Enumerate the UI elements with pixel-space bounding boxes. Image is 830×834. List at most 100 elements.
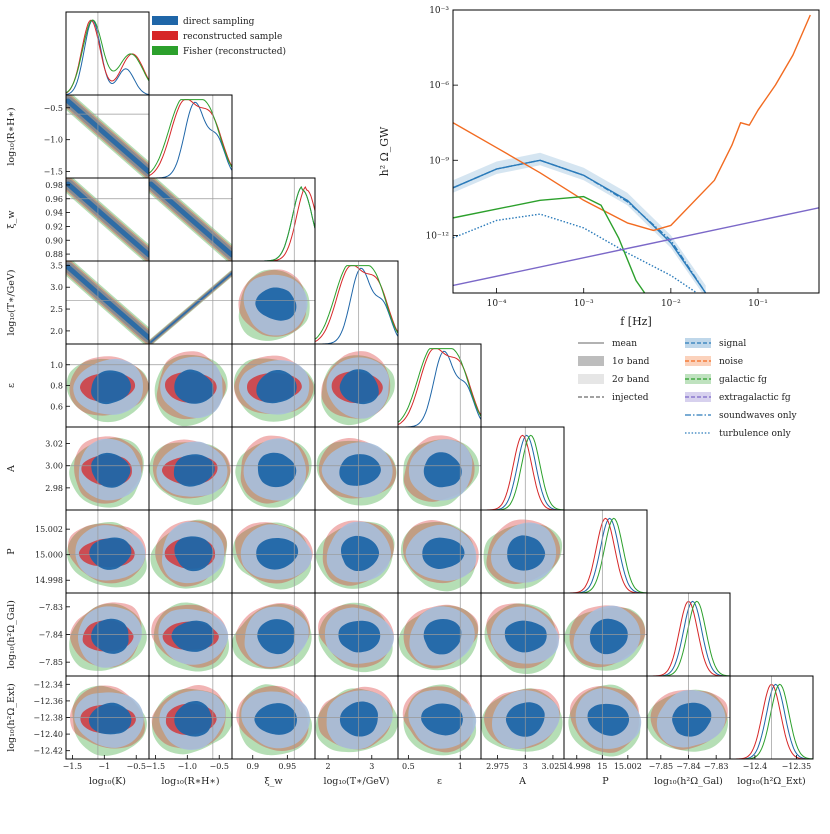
marginal-curve: [232, 185, 315, 261]
contour-1sigma-direct: [174, 700, 212, 737]
ytick-label: −12.42: [33, 747, 63, 756]
panel-logT-vs-logT: [314, 260, 399, 345]
legend-label: mean: [612, 339, 637, 349]
contour-1sigma-direct: [89, 537, 132, 570]
xtick-label: −0.5: [127, 762, 146, 771]
marginal-curve: [481, 434, 564, 510]
ytick-label: −0.5: [44, 104, 63, 113]
contour-1sigma-direct: [340, 535, 380, 572]
panel-P-vs-logK: [65, 509, 150, 594]
ytick-label: −12.40: [33, 730, 63, 739]
y-axis-label: log₁₀(h²Ω_Ext): [6, 683, 17, 752]
ytick-label: 0.8: [50, 382, 63, 391]
spectrum-xtick-label: 10⁻¹: [748, 299, 768, 309]
contour-1sigma-direct: [174, 369, 214, 404]
posterior-band: [66, 181, 149, 258]
contour-1sigma-direct: [339, 454, 381, 486]
ytick-label: 0.90: [45, 236, 63, 245]
xtick-label: 2.975: [486, 762, 509, 771]
panel-logGal-vs-A: [480, 592, 565, 677]
marginal-curve: [315, 267, 398, 344]
x-axis-label: A: [518, 776, 526, 787]
legend-label: turbulence only: [719, 429, 792, 439]
xtick-label: −7.83: [704, 762, 729, 771]
marginal-curve: [564, 517, 647, 593]
marginal-curve: [481, 434, 564, 510]
ytick-label: 3.0: [50, 283, 63, 292]
panel-logExt-vs-logK: [65, 675, 150, 760]
ytick-label: −12.38: [33, 714, 63, 723]
ytick-label: 0.94: [45, 209, 63, 218]
contour-1sigma-direct: [587, 703, 630, 736]
ytick-label: −1.5: [44, 168, 63, 177]
signal-band: [453, 152, 706, 293]
series-soundwaves-only: [453, 159, 707, 293]
contour-1sigma-direct: [257, 619, 295, 655]
marginal-curve: [398, 348, 481, 426]
ytick-label: 2.5: [50, 305, 63, 314]
panel-A-vs-eps: [397, 426, 482, 511]
spectrum-ytick-label: 10⁻⁹: [429, 156, 449, 166]
spectrum-xtick-label: 10⁻³: [574, 299, 594, 309]
legend-label: 1σ band: [612, 357, 650, 367]
posterior-band: [66, 98, 149, 175]
y-axis-label: ε: [6, 383, 17, 388]
panel-xi_w-vs-xi_w: [231, 177, 316, 262]
marginal-curve: [149, 101, 232, 178]
panel-eps-vs-logRH: [148, 343, 233, 428]
legend-label: direct sampling: [183, 17, 255, 27]
y-axis-label: P: [6, 548, 17, 555]
ytick-label: 3.00: [45, 462, 63, 471]
series-turbulence-only: [453, 213, 698, 293]
series-galactic-fg: [453, 195, 646, 293]
ytick-label: 15.002: [35, 525, 63, 534]
contour-1sigma-direct: [171, 620, 214, 652]
spectrum-ytick-label: 10⁻⁶: [429, 81, 449, 91]
x-axis-label: log₁₀(h²Ω_Gal): [654, 776, 723, 787]
contour-1sigma-direct: [255, 287, 297, 321]
panel-xi_w-vs-logRH: [148, 177, 233, 262]
legend-label: galactic fg: [719, 375, 767, 385]
spectrum-frame: [452, 9, 820, 294]
panel-frame: [729, 675, 814, 760]
marginal-curve: [398, 350, 481, 427]
legend-swatch: [152, 31, 178, 40]
panel-logK-vs-logK: [65, 11, 150, 96]
spectrum-xlabel: f [Hz]: [620, 315, 652, 328]
panel-logGal-vs-logRH: [148, 592, 233, 677]
panel-eps-vs-logK: [65, 343, 150, 428]
contour-1sigma-direct: [423, 452, 462, 488]
marginal-curve: [66, 19, 149, 94]
corner-plot: −1.5−1.0−0.5log₁₀(R∗H∗)0.880.900.920.940…: [6, 11, 814, 787]
panel-logExt-vs-P: [563, 675, 648, 760]
panel-logExt-vs-logT: [314, 675, 399, 760]
panel-A-vs-A: [480, 426, 565, 511]
panel-logGal-vs-eps: [397, 592, 482, 677]
panel-logExt-vs-logRH: [148, 675, 233, 760]
x-axis-label: log₁₀(R∗H∗): [161, 776, 219, 787]
xtick-label: 3: [523, 762, 528, 771]
ytick-label: 14.998: [35, 576, 63, 585]
panel-P-vs-eps: [397, 509, 482, 594]
xtick-label: −1.5: [63, 762, 82, 771]
y-axis-label: log₁₀(R∗H∗): [6, 107, 17, 165]
ytick-label: −12.36: [33, 697, 63, 706]
panel-logGal-vs-P: [563, 592, 648, 677]
y-axis-label: log₁₀(h²Ω_Gal): [6, 600, 17, 669]
panel-A-vs-logT: [314, 426, 399, 511]
xtick-label: 2: [326, 762, 331, 771]
panel-frame: [65, 11, 150, 96]
xtick-label: 0.95: [278, 762, 296, 771]
ytick-label: 0.88: [45, 250, 63, 259]
legend-swatch: [578, 356, 604, 366]
contour-1sigma-direct: [423, 618, 462, 655]
xtick-label: 14.998: [563, 762, 591, 771]
spectrum-plot: 10⁻⁴ 10⁻³ 10⁻² 10⁻¹ 10⁻¹² 10⁻⁹ 10⁻⁶ 10⁻³ f [Hz] h…: [378, 6, 820, 439]
legend-label: Fisher (reconstructed): [183, 46, 286, 57]
legend-swatch: [578, 374, 604, 384]
panel-logGal-vs-logT: [314, 592, 399, 677]
panel-frame: [314, 260, 399, 345]
y-axis-label: ξ_w: [6, 210, 17, 228]
panel-logExt-vs-logExt: [729, 675, 814, 760]
